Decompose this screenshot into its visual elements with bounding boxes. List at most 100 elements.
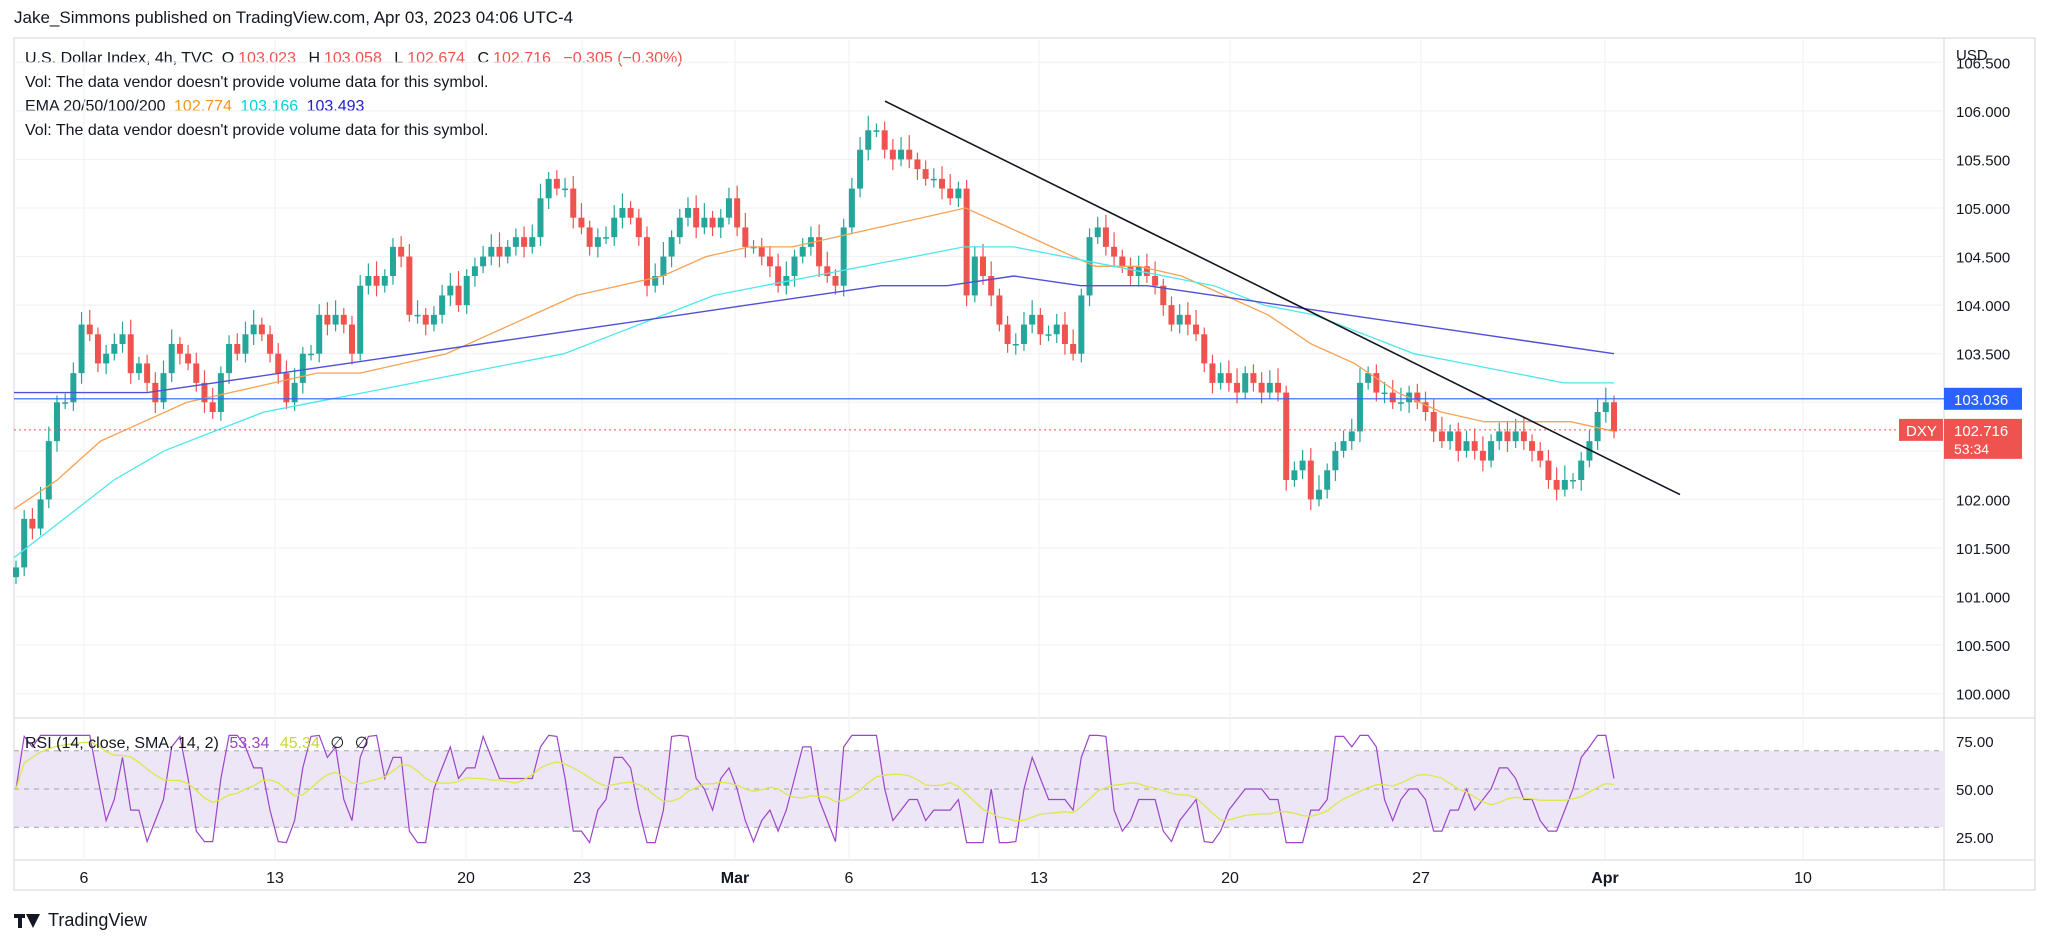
rsi-empty-1: ∅ [330,735,345,752]
candle-body [226,344,233,374]
candle-body [357,285,364,354]
candle-body [979,256,986,276]
candle-body [1594,412,1601,442]
candle-body [365,276,372,286]
candle-body [766,256,773,267]
candle-body [504,246,511,257]
candle-body [537,198,544,238]
candle-body [1520,431,1527,442]
candle-body [488,246,495,257]
x-tick-label: 20 [1221,870,1239,887]
rsi-legend: RSI (14, close, SMA, 14, 2) 53.34 45.34 … [25,733,375,753]
candle-body [1463,441,1470,451]
candle-body [1324,470,1331,490]
x-tick-label: 27 [1412,870,1430,887]
candle-body [988,276,995,296]
candle-body [1168,305,1175,325]
candle-body [1184,314,1191,325]
candle-body [1078,295,1085,354]
rsi-tick-label: 25.00 [1956,830,1994,847]
candle-body [1012,344,1019,346]
candle-body [439,295,446,315]
candle-body [1356,382,1363,432]
candle-body [922,169,929,179]
y-axis-unit: USD [1956,47,1988,64]
candle-body [275,353,282,374]
candle-body [562,188,569,191]
candle-body [480,256,487,267]
candle-body [1422,402,1429,412]
candle-body [209,402,216,412]
candle-body [144,363,151,383]
candle-body [1447,431,1454,442]
candle-body [775,266,782,286]
rsi-tick-label: 50.00 [1956,782,1994,799]
candle-body [193,363,200,383]
volume-note: Vol: The data vendor doesn't provide vol… [25,74,489,91]
candle-body [94,334,101,364]
candle-body [389,246,396,276]
x-tick-label: Apr [1591,870,1619,887]
candle-body [684,208,691,218]
candle-body [1176,314,1183,325]
candle-body [1291,470,1298,480]
candle-body [734,198,741,228]
candle-body [857,149,864,189]
candle-body [185,353,192,364]
candle-body [840,227,847,286]
rsi-sma-line [15,741,1615,822]
candle-body [1061,324,1068,344]
candle-body [1299,460,1306,471]
candle-body [521,237,528,247]
candle-body [406,256,413,315]
candle-body [1053,324,1060,335]
candle-body [1365,373,1372,383]
candle-body [1225,373,1232,383]
candle-body [471,266,478,276]
candle-body [1070,344,1077,354]
candle-body [947,188,954,199]
candle-body [1209,363,1216,383]
candle-body [1471,441,1478,451]
x-tick-label: 10 [1794,870,1812,887]
candle-body [1602,402,1609,412]
candle-body [1561,480,1568,490]
candle-body [1389,392,1396,403]
last-price-text: 102.716 [1954,423,2008,440]
x-tick-label: Mar [721,870,749,887]
rsi-sma-value: 45.34 [279,735,320,752]
candle-body [1586,441,1593,461]
candle-body [1152,276,1159,286]
candle-body [742,227,749,247]
candle-body [898,149,905,160]
y-tick-label: 104.500 [1956,250,2010,267]
candle-body [873,130,880,132]
candle-body [1242,373,1249,393]
tradingview-logo-icon [14,913,40,928]
candle-body [553,178,560,189]
candle-body [398,246,405,257]
candle-body [152,382,159,403]
candle-body [914,159,921,170]
publisher-line: Jake_Simmons published on TradingView.co… [14,8,574,27]
volume-note-2: Vol: The data vendor doesn't provide vol… [25,122,489,139]
level-price-tag [1944,387,2022,410]
candle-body [791,256,798,276]
candle-body [1340,441,1347,451]
candle-body [1201,334,1208,364]
candle-body [45,441,52,500]
candle-body [676,217,683,238]
candle-body [78,324,85,374]
rsi-label[interactable]: RSI (14, close, SMA, 14, 2) [25,735,219,752]
candle-body [652,276,659,286]
candle-body [1397,402,1404,404]
candle-body [1455,431,1462,451]
candle-body [570,188,577,218]
x-tick-label: 20 [457,870,475,887]
candle-body [1479,450,1486,461]
chart-frame [13,37,2036,891]
candle-body [348,324,355,354]
candle-body [930,178,937,181]
ema100-line [14,275,1615,394]
